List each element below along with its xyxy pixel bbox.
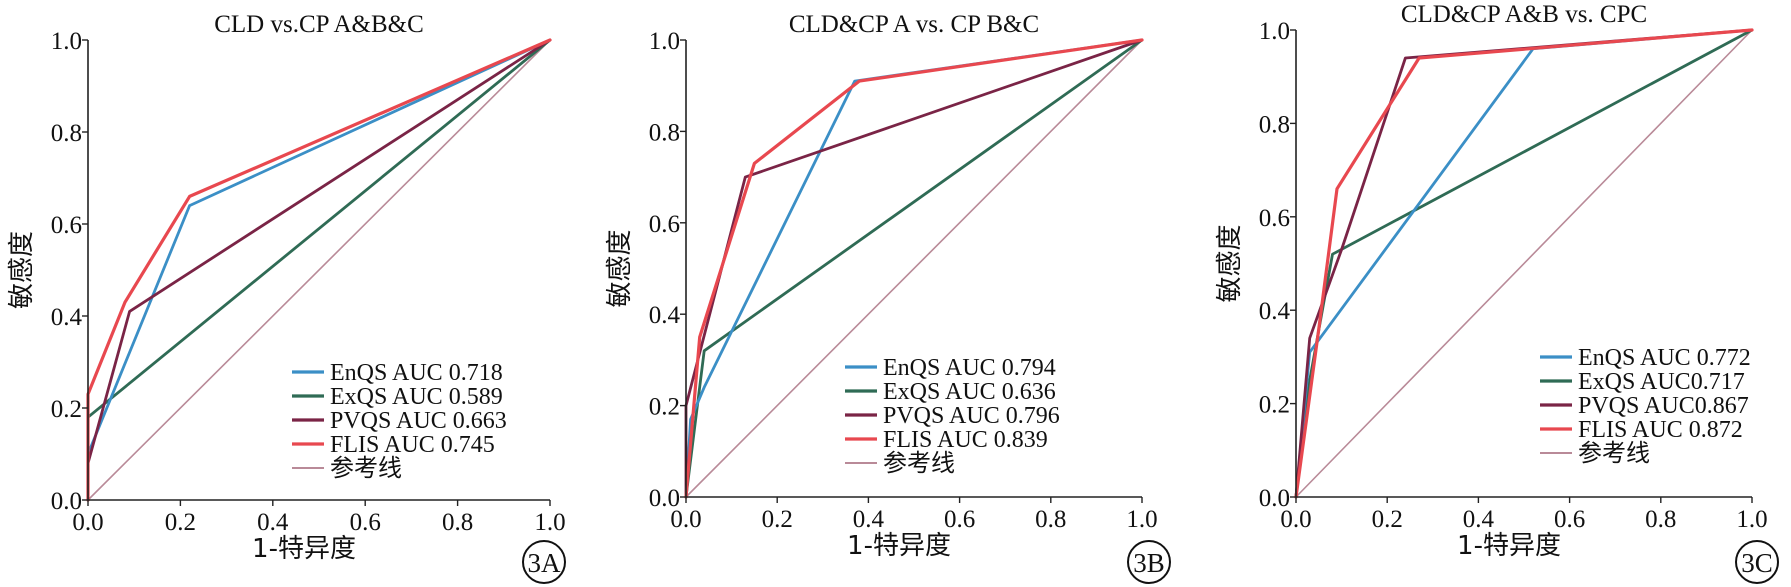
y-tick-label: 0.4 [649, 302, 681, 329]
series-line-reference [1295, 29, 1753, 498]
x-tick-label: 0.8 [1035, 506, 1066, 533]
x-tick-label: 0.2 [165, 509, 196, 536]
y-tick-label: 0.2 [1259, 392, 1290, 419]
x-tick-label: 0.6 [1554, 506, 1585, 533]
x-axis-title: 1-特异度 [1457, 531, 1561, 561]
legend-label-exqs: ExQS AUC0.717 [1578, 369, 1745, 395]
x-tick-label: 0.6 [944, 506, 975, 533]
legend-label-pvqs: PVQS AUC 0.663 [330, 408, 507, 434]
chart-panel-1: CLD vs.CP A&B&C 0.0 0.2 0.4 0.6 0.8 1.0 0.0 0.2 0… [7, 11, 566, 584]
x-tick-label: 0.4 [853, 506, 885, 533]
series-line-reference [87, 39, 551, 501]
y-tick-label: 0.6 [51, 212, 82, 239]
panel-label: 3C [1741, 548, 1773, 578]
panel-label-circle [1127, 540, 1171, 584]
legend-label-pvqs: PVQS AUC 0.796 [883, 403, 1060, 429]
series-line-flis [1294, 28, 1754, 499]
x-tick-label: 1.0 [1736, 506, 1767, 533]
legend-label-reference: 参考线 [1578, 439, 1650, 467]
x-tick-label: 0.4 [1463, 506, 1495, 533]
x-tick-label: 0.8 [442, 509, 473, 536]
y-tick-label: 0.2 [51, 396, 82, 423]
y-tick-label: 0.8 [1259, 111, 1290, 138]
y-tick-label: 0.8 [649, 119, 680, 146]
x-tick-label: 0.4 [257, 509, 289, 536]
x-tick-label: 0.2 [1372, 506, 1403, 533]
legend-label-enqs: EnQS AUC 0.772 [1578, 345, 1751, 371]
y-tick-label: 0.0 [649, 485, 680, 512]
series-line-reference [685, 39, 1143, 498]
y-axis-title: 敏感度 [7, 231, 37, 309]
legend-label-exqs: ExQS AUC 0.589 [330, 384, 503, 410]
y-tick-label: 0.2 [649, 394, 680, 421]
x-axis-title: 1-特异度 [252, 534, 356, 564]
y-tick-label: 1.0 [649, 28, 680, 55]
y-tick-label: 0.8 [51, 120, 82, 147]
x-tick-label: 0.0 [670, 506, 701, 533]
legend-label-reference: 参考线 [883, 449, 955, 477]
legend-label-flis: FLIS AUC 0.872 [1578, 417, 1743, 443]
legend-label-exqs: ExQS AUC 0.636 [883, 379, 1056, 405]
panel-label: 3A [528, 548, 562, 578]
y-tick-label: 0.4 [1259, 298, 1291, 325]
y-tick-label: 0.4 [51, 304, 83, 331]
y-axis-title: 敏感度 [605, 229, 635, 307]
chart-title: CLD&CP A&B vs. CPC [1401, 1, 1647, 28]
y-tick-label: 0.0 [51, 488, 82, 515]
x-tick-label: 1.0 [1126, 506, 1157, 533]
y-tick-label: 1.0 [1259, 18, 1290, 45]
panel-label: 3B [1133, 548, 1165, 578]
chart-title: CLD&CP A vs. CP B&C [789, 11, 1039, 38]
chart-panel-2: CLD&CP A vs. CP B&C 0.0 0.2 0.4 0.6 0.8 1.0 0.0… [605, 11, 1171, 584]
x-tick-label: 0.0 [72, 509, 103, 536]
legend-label-enqs: EnQS AUC 0.794 [883, 355, 1056, 381]
x-tick-label: 1.0 [534, 509, 565, 536]
series-line-flis [684, 38, 1144, 499]
x-tick-label: 0.0 [1280, 506, 1311, 533]
panel-label-circle [1735, 540, 1779, 584]
panel-label-circle [522, 540, 566, 584]
y-tick-label: 0.0 [1259, 485, 1290, 512]
y-axis-title: 敏感度 [1215, 224, 1245, 302]
y-tick-label: 0.6 [649, 211, 680, 238]
chart-title: CLD vs.CP A&B&C [214, 11, 424, 38]
series-line-exqs [684, 38, 1144, 499]
legend-label-reference: 参考线 [330, 454, 402, 482]
y-tick-label: 0.6 [1259, 205, 1290, 232]
legend-label-pvqs: PVQS AUC0.867 [1578, 393, 1749, 419]
chart-panel-3: CLD&CP A&B vs. CPC 0.0 0.2 0.4 0.6 0.8 1.0 0.0 0… [1215, 1, 1779, 584]
x-axis-title: 1-特异度 [847, 531, 951, 561]
legend-label-flis: FLIS AUC 0.745 [330, 432, 495, 458]
y-tick-label: 1.0 [51, 28, 82, 55]
legend-label-enqs: EnQS AUC 0.718 [330, 360, 503, 386]
x-tick-label: 0.8 [1645, 506, 1676, 533]
legend-label-flis: FLIS AUC 0.839 [883, 427, 1048, 453]
x-tick-label: 0.6 [350, 509, 381, 536]
x-tick-label: 0.2 [762, 506, 793, 533]
